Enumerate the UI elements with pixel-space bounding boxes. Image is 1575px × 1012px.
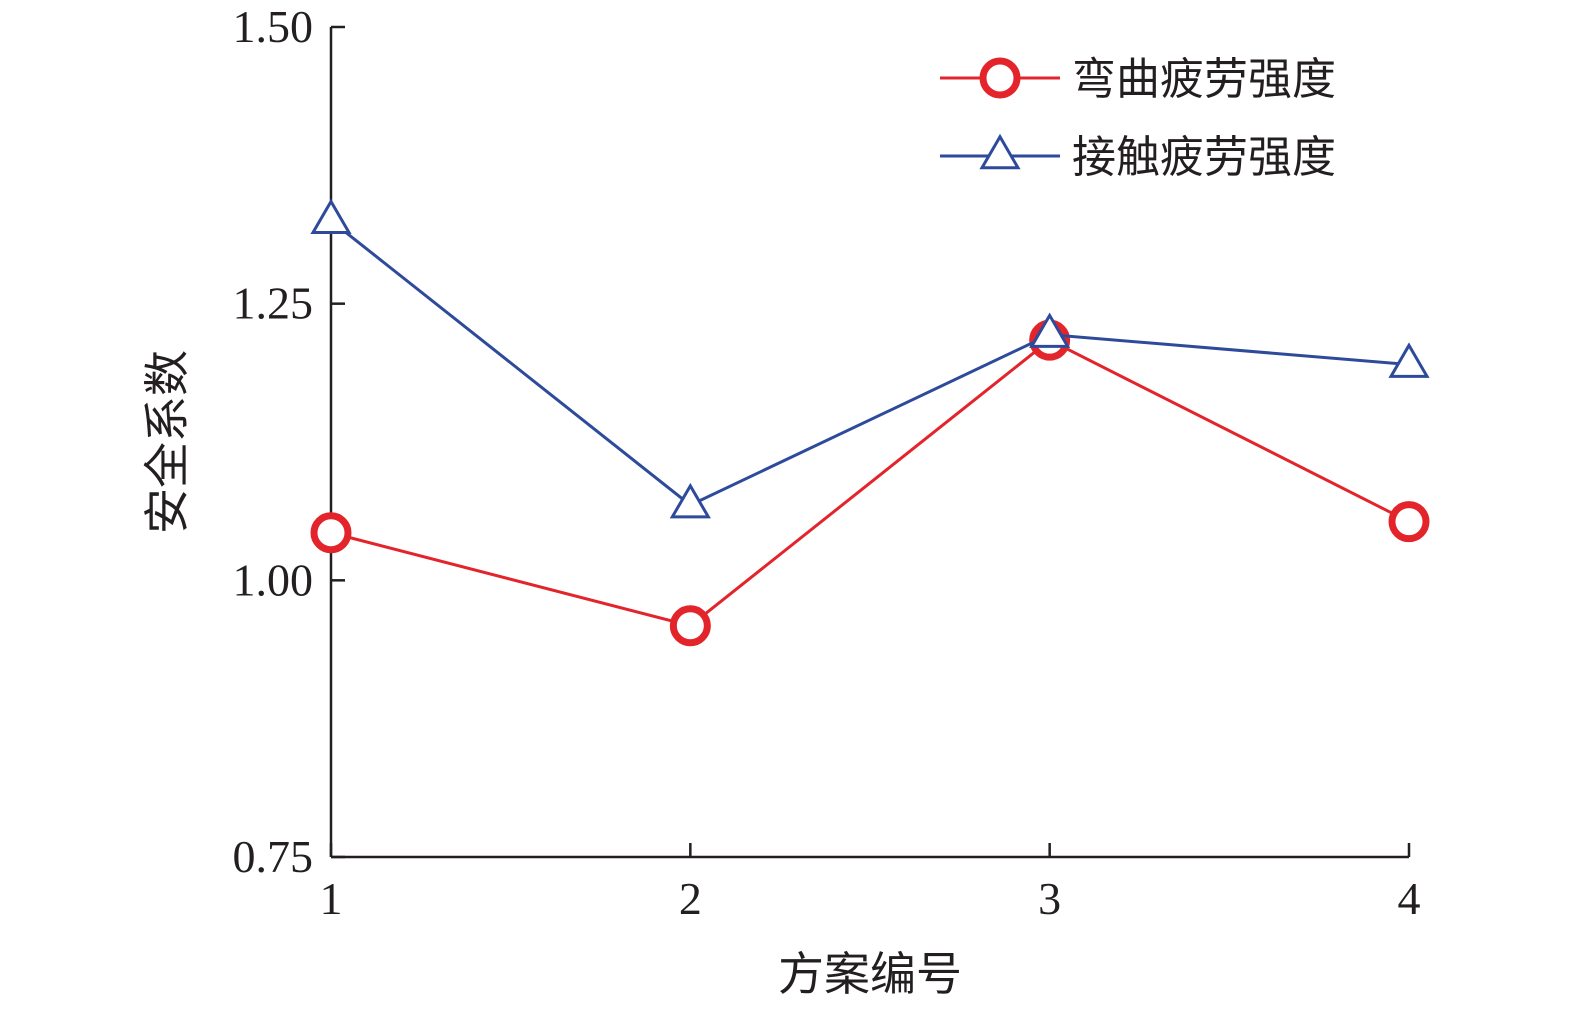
legend-label: 接触疲劳强度 [1072,133,1336,182]
y-tick-label: 1.50 [233,1,314,52]
series-circle [310,319,1430,647]
legend-marker-circle [979,57,1021,99]
y-tick-label: 1.00 [233,554,314,605]
data-point-triangle [1029,312,1071,348]
series-layer [310,198,1430,647]
axes: 0.75 1.00 1.25 1.50 1 2 3 4 方案编号 安全系数 [142,1,1421,1000]
series-line [330,219,1410,507]
data-point-circle [1388,501,1430,543]
data-point-circle [669,605,711,647]
data-point-triangle [310,198,352,234]
y-tick-label: 0.75 [233,831,314,882]
legend-item: 接触疲劳强度 [940,133,1336,182]
legend-marker-triangle [979,133,1021,170]
y-axis-title: 安全系数 [142,350,193,534]
y-tick-label: 1.25 [233,278,314,329]
data-point-triangle [1388,342,1430,378]
legend-label: 弯曲疲劳强度 [1072,55,1336,104]
x-tick-label: 2 [679,873,702,924]
series-triangle [310,198,1430,519]
data-point-triangle [669,482,711,519]
data-point-circle [310,512,352,554]
series-line [330,338,1410,628]
legend-item: 弯曲疲劳强度 [940,55,1336,104]
x-tick-label: 4 [1398,873,1421,924]
x-tick-label: 3 [1038,873,1061,924]
x-axis-title: 方案编号 [778,949,962,1000]
x-tick-label: 1 [320,873,343,924]
